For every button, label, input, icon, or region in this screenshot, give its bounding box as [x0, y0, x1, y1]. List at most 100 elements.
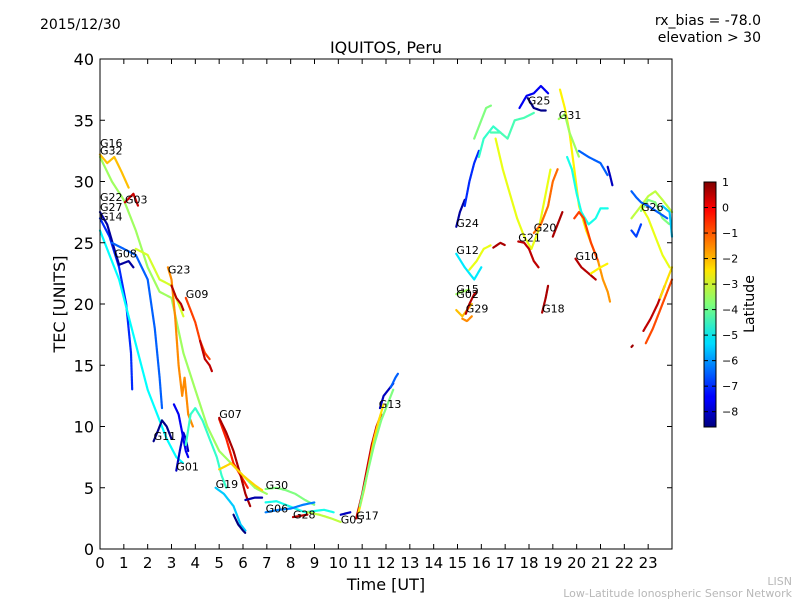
tec-trace-20: [218, 462, 264, 492]
tec-trace-58: [461, 315, 473, 323]
tec-trace-70: [661, 204, 674, 238]
tec-trace-3: [98, 211, 135, 269]
x-tick-label: 21: [591, 554, 610, 572]
satellite-label: G05: [341, 513, 364, 526]
tec-trace-48: [468, 244, 492, 271]
bias-info: rx_bias = -78.0 elevation > 30: [655, 13, 761, 47]
tec-trace-38: [526, 97, 547, 112]
tec-trace-6: [110, 241, 164, 410]
satellite-label: G10: [576, 250, 599, 263]
x-tick-label: 20: [567, 554, 586, 572]
date-label: 2015/12/30: [40, 17, 121, 33]
satellite-label: G14: [100, 211, 123, 224]
x-tick-label: 5: [214, 554, 224, 572]
elevation-label: elevation > 30: [657, 30, 761, 46]
tec-trace-53: [596, 260, 612, 303]
x-tick-label: 4: [191, 554, 201, 572]
satellite-label: G06: [266, 502, 289, 515]
satellite-label: G08: [114, 247, 137, 260]
satellite-label: G13: [379, 398, 402, 411]
tec-trace-66: [630, 190, 674, 220]
credit-long: Low-Latitude Ionospheric Sensor Network: [563, 587, 792, 600]
satellite-label: G32: [100, 145, 123, 158]
data-layer: [98, 84, 674, 535]
tec-trace-46: [532, 168, 559, 234]
tec-trace-17: [218, 416, 252, 508]
credit-short: LISN: [767, 575, 792, 588]
satellite-label: G15: [456, 283, 479, 296]
x-axis-label: Time [UT]: [346, 575, 425, 594]
x-tick-label: 3: [167, 554, 177, 572]
tec-trace-40: [558, 88, 597, 257]
tec-trace-37: [489, 111, 535, 140]
satellite-label: G24: [456, 217, 479, 230]
x-tick-label: 23: [639, 554, 658, 572]
colorbar-tick-label: −3: [722, 278, 738, 291]
satellite-label: G20: [534, 222, 557, 235]
x-tick-label: 13: [400, 554, 419, 572]
tec-trace-39: [518, 84, 550, 110]
x-tick-label: 12: [376, 554, 395, 572]
rx-bias-label: rx_bias = -78.0: [654, 13, 761, 29]
tec-trace-18: [214, 486, 247, 532]
y-tick-label: 15: [74, 356, 94, 375]
satellite-label: G30: [266, 479, 289, 492]
x-tick-label: 1: [119, 554, 129, 572]
tec-trace-22: [244, 496, 264, 502]
satellite-label: G29: [466, 303, 489, 316]
tec-trace-41: [557, 112, 581, 159]
satellite-label: G21: [518, 232, 541, 245]
tec-trace-35: [477, 125, 502, 159]
x-tick-label: 18: [519, 554, 538, 572]
y-tick-label: 35: [74, 111, 94, 130]
axes-layer: 0 1 2 3 4 5 6 7 8 9 10 11 12 13 14 15 16 17 18 19 20 21 22 2305…: [74, 50, 672, 572]
x-tick-label: 19: [543, 554, 562, 572]
x-tick-label: 16: [472, 554, 491, 572]
y-tick-label: 40: [74, 50, 94, 69]
tec-trace-57: [464, 290, 478, 315]
tec-trace-10: [170, 284, 185, 312]
tec-trace-68: [639, 204, 671, 269]
tec-trace-44: [606, 165, 614, 187]
tec-trace-23: [264, 500, 335, 514]
credit-block: LISN Low-Latitude Ionospheric Sensor Net…: [563, 576, 792, 600]
tec-trace-36: [473, 104, 492, 140]
x-tick-label: 17: [496, 554, 515, 572]
satellite-label: G31: [559, 109, 582, 122]
colorbar-tick-label: 1: [722, 176, 729, 189]
tec-trace-67: [630, 190, 669, 220]
colorbar-tick-label: −4: [722, 304, 738, 317]
colorbar-ticks: 1 0 −1 −2 −3 −4 −5 −6 −7 −8: [704, 176, 738, 419]
tec-trace-11: [199, 339, 214, 373]
colorbar-label: Latitude: [742, 275, 758, 333]
y-tick-label: 5: [84, 479, 94, 498]
x-tick-label: 9: [310, 554, 320, 572]
tec-trace-45: [494, 137, 552, 250]
tec-trace-2: [98, 217, 134, 391]
tec-trace-63: [644, 278, 674, 345]
tec-trace-32: [389, 372, 399, 389]
colorbar-tick-label: −7: [722, 380, 738, 393]
satellite-label: G27: [100, 201, 123, 214]
tec-trace-24: [264, 501, 316, 514]
tec-trace-5: [98, 229, 185, 465]
tec-trace-47: [455, 252, 483, 281]
y-tick-label: 20: [74, 295, 94, 314]
tec-trace-50: [517, 240, 540, 269]
x-tick-label: 8: [286, 554, 296, 572]
x-tick-label: 7: [262, 554, 272, 572]
satellite-label: G17: [356, 510, 379, 523]
satellite-label: G11: [154, 430, 177, 443]
satellite-label: G16: [100, 137, 123, 150]
x-tick-label: 10: [329, 554, 348, 572]
x-tick-label: 6: [238, 554, 248, 572]
satellite-label: G26: [641, 201, 664, 214]
tec-trace-33: [455, 198, 466, 228]
satellite-label: G02: [456, 288, 479, 301]
tec-trace-49: [492, 241, 507, 249]
colorbar-tick-label: −2: [722, 253, 738, 266]
tec-trace-21: [264, 486, 316, 506]
tec-trace-51: [573, 211, 600, 263]
tec-trace-52: [574, 257, 597, 281]
tec-trace-34: [463, 149, 480, 208]
